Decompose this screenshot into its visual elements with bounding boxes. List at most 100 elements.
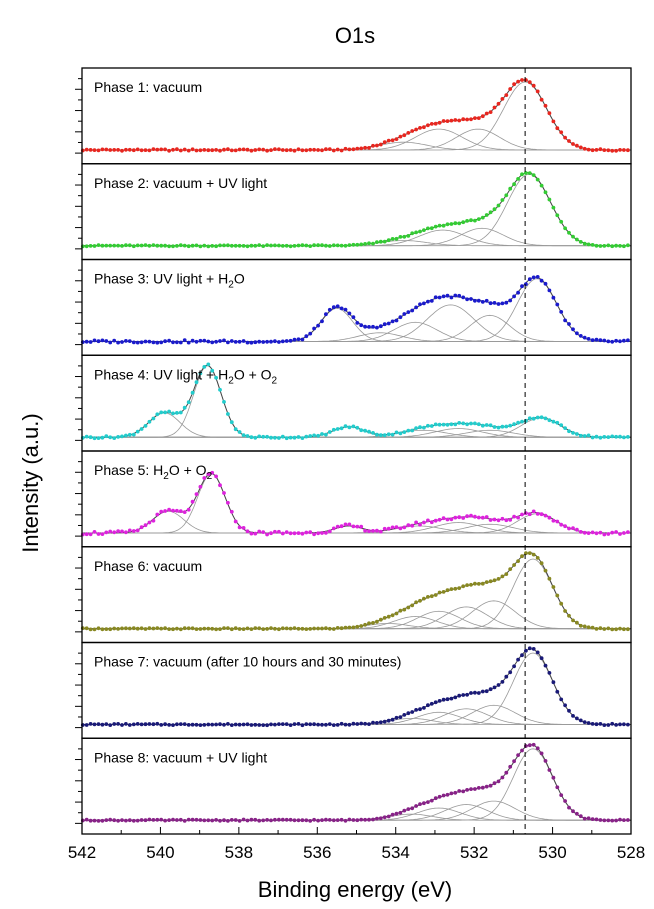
data-point [571, 714, 575, 718]
data-point [524, 78, 528, 82]
data-point [457, 789, 462, 793]
data-point [304, 722, 309, 726]
data-point [382, 616, 387, 620]
data-point [167, 148, 172, 153]
data-point [163, 509, 168, 513]
data-point [331, 627, 336, 631]
data-point [265, 339, 269, 344]
data-point [186, 400, 191, 405]
data-point [320, 818, 324, 822]
data-point [559, 130, 564, 135]
data-point [112, 626, 117, 631]
data-point [167, 338, 172, 343]
data-point [186, 817, 191, 822]
data-point [426, 703, 430, 708]
data-point [414, 520, 418, 525]
data-point [422, 520, 426, 525]
data-point [476, 691, 481, 695]
data-point [151, 147, 156, 152]
data-point [120, 340, 124, 344]
data-point [182, 338, 187, 343]
data-point [320, 626, 324, 631]
data-point [567, 230, 571, 235]
data-point [218, 387, 222, 392]
data-point [359, 524, 364, 529]
data-point [112, 530, 117, 535]
data-point [127, 818, 132, 823]
data-point [614, 818, 618, 823]
data-point [210, 722, 215, 727]
data-point [567, 613, 571, 618]
data-point [480, 300, 485, 304]
data-point [441, 793, 446, 798]
data-point [96, 819, 101, 823]
data-point [602, 244, 607, 248]
data-point [131, 626, 136, 631]
data-point [547, 671, 552, 675]
data-point [598, 244, 603, 248]
data-point [527, 743, 532, 748]
data-point [578, 623, 583, 628]
data-point [273, 626, 277, 631]
data-point [398, 526, 403, 531]
data-point [567, 526, 571, 531]
data-point [116, 818, 120, 823]
data-point [257, 434, 262, 439]
data-point [618, 148, 622, 152]
data-point [586, 531, 591, 535]
data-point [426, 595, 430, 599]
data-point [347, 425, 352, 430]
data-point [237, 722, 242, 727]
data-point [182, 626, 187, 631]
data-point [257, 339, 262, 344]
data-point [308, 530, 313, 535]
data-point [504, 770, 509, 775]
data-point [159, 509, 164, 514]
data-point [120, 244, 124, 248]
data-point [131, 722, 136, 727]
data-point [575, 432, 579, 436]
data-point [602, 818, 607, 823]
data-point [347, 243, 352, 248]
data-point [473, 690, 477, 695]
data-point [320, 148, 324, 153]
data-point [335, 723, 340, 727]
data-point [280, 244, 285, 248]
fit-component-7 [82, 412, 631, 438]
data-point [229, 420, 234, 425]
data-point [84, 147, 89, 152]
data-point [331, 148, 336, 153]
data-point [163, 339, 168, 344]
data-point [371, 529, 375, 533]
data-point [500, 516, 505, 521]
data-point [155, 626, 160, 630]
data-point [327, 722, 332, 726]
data-point [159, 147, 164, 152]
data-point [433, 796, 438, 801]
data-point [218, 243, 222, 248]
data-point [194, 722, 199, 727]
data-point [292, 818, 297, 823]
data-point [437, 295, 442, 300]
data-point [351, 242, 356, 247]
data-point [480, 581, 485, 586]
data-point [390, 138, 395, 143]
data-point [367, 241, 371, 246]
data-point [327, 307, 332, 312]
data-point [406, 131, 411, 135]
data-point [308, 627, 313, 631]
data-point [614, 243, 618, 248]
data-point [167, 409, 172, 414]
data-point [445, 119, 450, 123]
data-point [488, 579, 493, 584]
data-point [139, 722, 144, 727]
data-point [563, 426, 567, 430]
data-point [410, 308, 415, 313]
data-point [426, 299, 430, 304]
data-point [469, 691, 473, 695]
data-point [155, 243, 160, 248]
data-point [512, 514, 516, 519]
data-point [120, 434, 124, 439]
data-point [461, 295, 466, 300]
data-point [112, 722, 117, 726]
